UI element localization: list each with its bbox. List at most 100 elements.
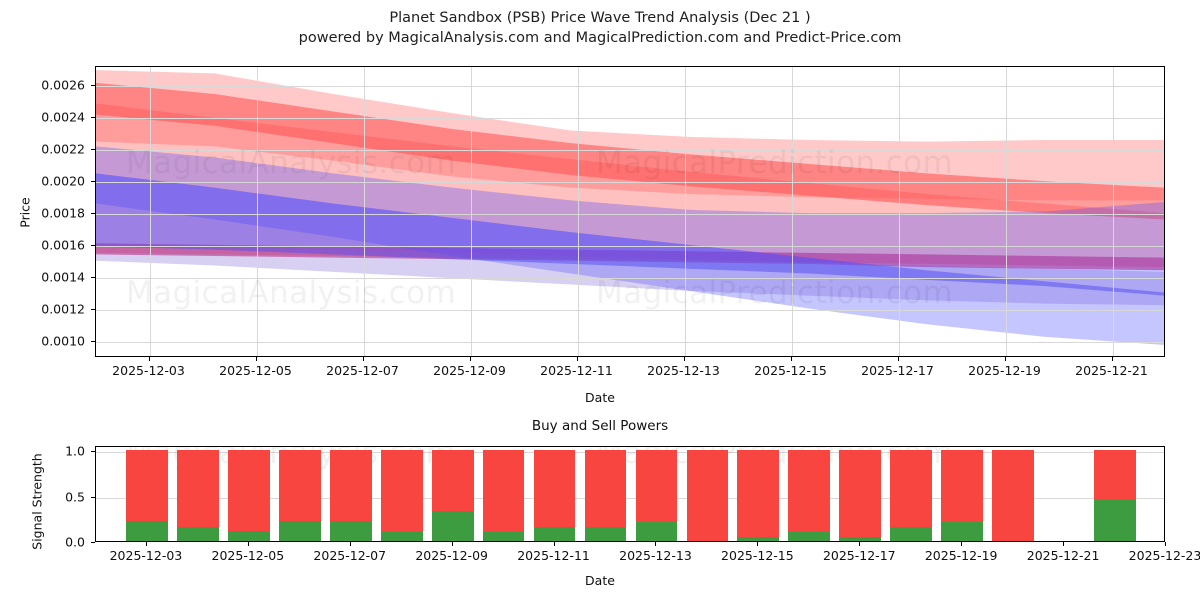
y-tick-mark (91, 341, 95, 342)
gridline-h (96, 342, 1164, 343)
buy-power-segment (126, 521, 168, 541)
gridline-v (791, 67, 793, 356)
x-tick-mark (790, 357, 792, 361)
price-y-axis-title: Price (17, 197, 33, 228)
bar-2025-12-05[interactable] (227, 450, 270, 541)
sell-power-segment (788, 450, 831, 532)
y-tick-mark (91, 277, 95, 279)
x-tick-label: 2025-12-05 (211, 548, 285, 563)
y-tick-label: 1.0 (65, 443, 85, 459)
gridline-v (256, 67, 258, 356)
gridline-v (1005, 67, 1007, 356)
sell-power-segment (992, 450, 1035, 541)
sell-power-segment (839, 450, 882, 538)
price-wave-chart: MagicalAnalysis.com MagicalPrediction.co… (95, 66, 1165, 357)
y-tick-label: 0.0026 (41, 77, 85, 93)
x-tick-label: 2025-12-21 (1075, 363, 1148, 378)
x-tick-mark (148, 357, 150, 361)
buy-power-segment (941, 521, 984, 541)
y-tick-label: 0.0012 (41, 301, 85, 317)
sell-power-segment (584, 450, 627, 527)
sell-power-segment (890, 450, 933, 528)
x-tick-mark (145, 542, 147, 546)
bar-2025-12-10[interactable] (482, 450, 525, 541)
bars-title: Buy and Sell Powers (531, 418, 669, 434)
gridline-v (1112, 67, 1114, 356)
y-tick-mark (91, 245, 95, 247)
gridline-v (470, 67, 472, 356)
x-tick-mark (655, 542, 657, 546)
gridline-h (96, 497, 1164, 499)
x-tick-mark (451, 542, 453, 546)
bar-2025-12-20[interactable] (992, 450, 1035, 541)
gridline-v (898, 67, 900, 356)
buy-power-segment (278, 521, 321, 541)
x-tick-label: 2025-12-09 (415, 548, 488, 563)
sell-power-segment (737, 450, 780, 538)
gridline-h (96, 150, 1164, 152)
x-tick-label: 2025-12-03 (112, 363, 185, 378)
bar-2025-12-04[interactable] (177, 450, 219, 541)
x-tick-label: 2025-12-11 (540, 363, 613, 378)
x-tick-mark (255, 357, 257, 361)
gridline-h (96, 86, 1164, 88)
bar-2025-12-03[interactable] (126, 450, 168, 541)
buy-power-segment (584, 526, 627, 541)
bar-2025-12-13[interactable] (635, 450, 678, 541)
buy-power-segment (788, 531, 831, 541)
x-tick-mark (553, 542, 555, 546)
y-tick-label: 0.0020 (41, 173, 85, 189)
x-tick-mark (683, 357, 685, 361)
x-tick-mark (757, 542, 759, 546)
band-resistance-band-inner (96, 82, 1164, 220)
gridline-h (96, 246, 1164, 248)
x-tick-mark (1004, 357, 1006, 361)
band-support-band-inner (96, 173, 1164, 296)
x-tick-mark (247, 542, 249, 546)
x-tick-mark (469, 357, 471, 361)
bar-2025-12-09[interactable] (431, 450, 474, 541)
price-band-layer (96, 70, 1164, 345)
bar-2025-12-07[interactable] (329, 450, 372, 541)
gridline-v (149, 67, 151, 356)
bar-2025-12-06[interactable] (278, 450, 321, 541)
bar-2025-12-11[interactable] (533, 450, 576, 541)
y-tick-mark (91, 496, 95, 498)
x-tick-label: 2025-12-19 (968, 363, 1041, 378)
y-tick-label: 0.5 (65, 489, 85, 505)
buy-power-segment (227, 531, 270, 541)
bar-2025-12-17[interactable] (839, 450, 882, 541)
bar-2025-12-14[interactable] (686, 450, 729, 541)
bar-2025-12-16[interactable] (788, 450, 831, 541)
y-tick-mark (91, 309, 95, 311)
sell-power-segment (431, 450, 474, 512)
bar-2025-12-12[interactable] (584, 450, 627, 541)
x-tick-mark (859, 542, 861, 546)
buy-power-segment (533, 526, 576, 541)
bar-2025-12-08[interactable] (380, 450, 423, 541)
bar-2025-12-19[interactable] (941, 450, 984, 541)
x-tick-label: 2025-12-05 (219, 363, 292, 378)
y-tick-mark (91, 451, 95, 453)
y-tick-label: 0.0024 (41, 109, 85, 125)
sell-power-segment (941, 450, 984, 522)
x-tick-label: 2025-12-17 (822, 548, 896, 563)
gridline-v (363, 67, 365, 356)
gridline-h (96, 118, 1164, 120)
page-title: Planet Sandbox (PSB) Price Wave Trend An… (389, 10, 811, 26)
y-tick-label: 0.0 (65, 534, 85, 550)
x-tick-label: 2025-12-11 (517, 548, 590, 563)
bar-2025-12-22[interactable] (1094, 450, 1136, 541)
x-tick-mark (576, 357, 578, 361)
sell-power-segment (533, 450, 576, 527)
y-tick-label: 0.0010 (41, 333, 85, 349)
buy-power-segment (839, 537, 882, 541)
buy-power-segment (890, 527, 933, 541)
y-tick-mark (91, 149, 95, 151)
bar-2025-12-15[interactable] (737, 450, 780, 541)
x-tick-mark (961, 542, 963, 546)
y-tick-mark (91, 181, 95, 183)
bar-2025-12-18[interactable] (890, 450, 933, 541)
sell-power-segment (278, 450, 321, 522)
sell-power-segment (635, 450, 678, 522)
